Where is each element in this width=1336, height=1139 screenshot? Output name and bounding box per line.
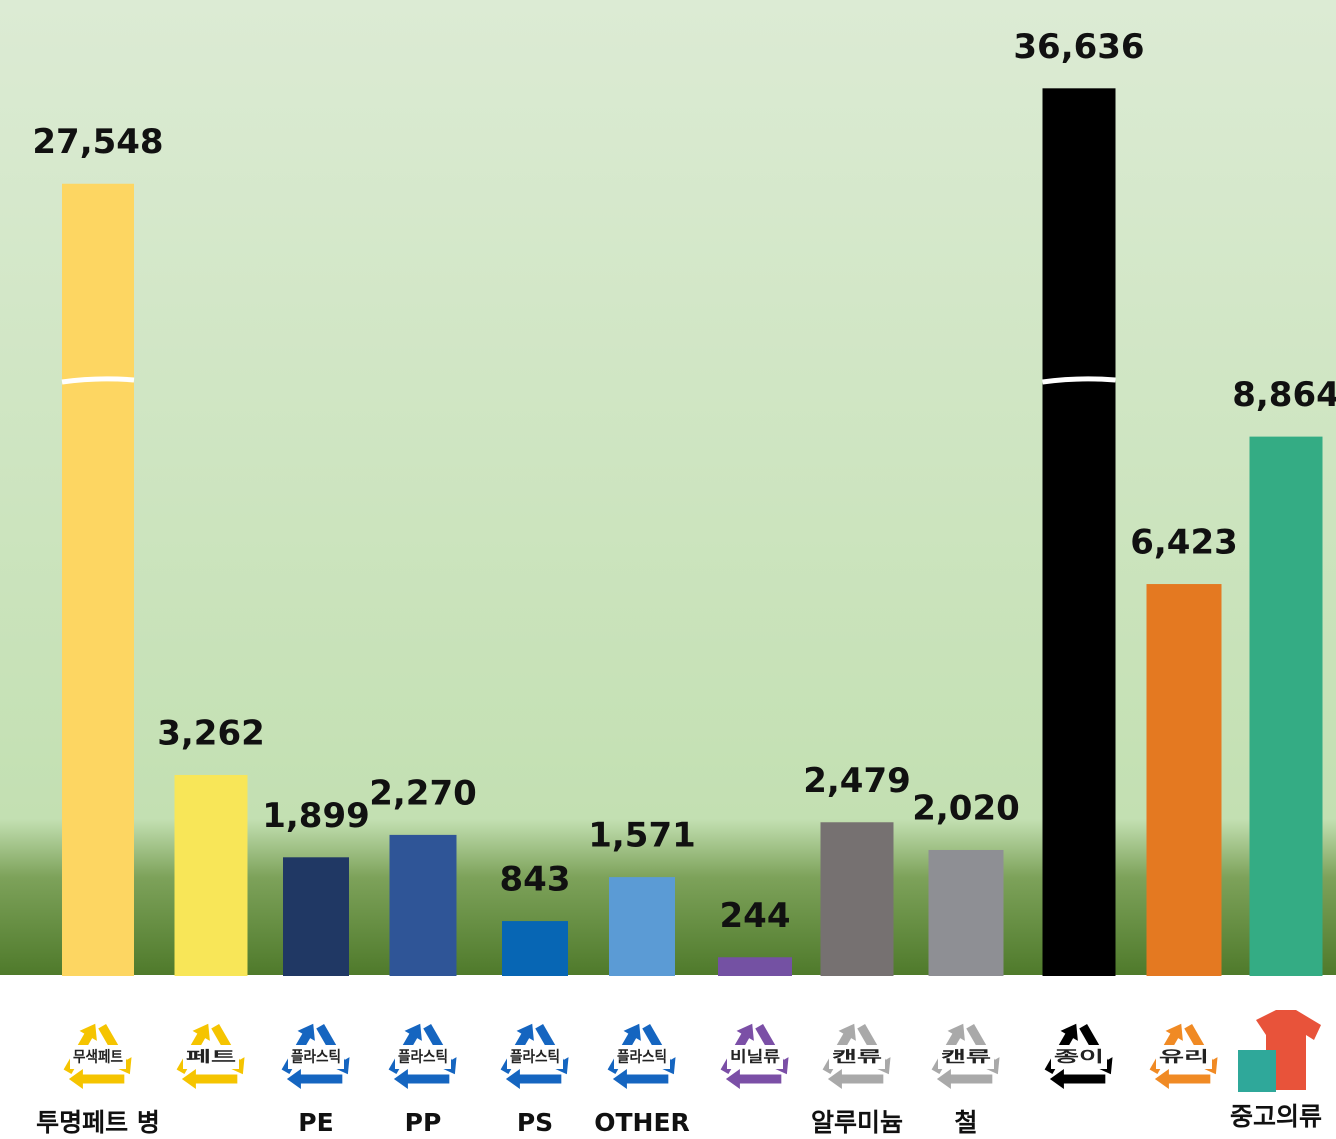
icon-label: 플라스틱 <box>617 1048 667 1066</box>
bar <box>283 857 349 976</box>
bar <box>929 850 1004 976</box>
x-tick-label: 철 <box>954 1108 977 1137</box>
icon-label: 캔류 <box>832 1048 882 1066</box>
value-label: 6,423 <box>1130 523 1238 563</box>
value-label: 8,864 <box>1232 375 1336 415</box>
x-tick-label: OTHER <box>594 1108 690 1137</box>
icon-label: 캔류 <box>941 1048 991 1066</box>
bar <box>1147 584 1222 976</box>
value-label: 1,571 <box>588 816 696 856</box>
x-tick-label: PP <box>405 1108 442 1137</box>
bar <box>62 184 134 976</box>
x-tick-label: 알루미늄 <box>811 1108 903 1137</box>
value-label: 244 <box>720 896 791 936</box>
icon-label: 종이 <box>1054 1048 1104 1066</box>
x-tick-label: 중고의류 <box>1230 1102 1322 1131</box>
bar <box>1043 88 1116 976</box>
chart: 27,548 무색페트투명페트 병 3,262 페트 1,899 플라스틱 PE 2,270 플… <box>0 0 1336 1139</box>
bar <box>390 835 457 976</box>
icon-label: 페트 <box>186 1048 236 1066</box>
icon-label: 유리 <box>1159 1048 1209 1066</box>
bar <box>609 877 675 976</box>
value-label: 2,270 <box>369 773 477 813</box>
icon-label: 플라스틱 <box>398 1048 448 1066</box>
bar <box>502 921 568 976</box>
x-tick-label: 투명페트 병 <box>36 1108 160 1137</box>
x-tick-label: PE <box>298 1108 333 1137</box>
value-label: 27,548 <box>32 122 163 162</box>
value-label: 843 <box>500 860 571 900</box>
bar <box>718 957 792 976</box>
x-tick-label: PS <box>517 1108 553 1137</box>
value-label: 2,479 <box>803 761 911 801</box>
icon-label: 플라스틱 <box>510 1048 560 1066</box>
icon-label: 무색페트 <box>73 1048 123 1066</box>
value-label: 36,636 <box>1013 27 1144 67</box>
bar <box>1250 437 1323 976</box>
icon-label: 비닐류 <box>730 1048 780 1066</box>
value-label: 2,020 <box>912 788 1020 828</box>
bar <box>821 822 894 976</box>
value-label: 3,262 <box>157 713 265 753</box>
bar <box>175 775 248 976</box>
icon-label: 플라스틱 <box>291 1048 341 1066</box>
clothing-icon <box>1238 1050 1276 1092</box>
value-label: 1,899 <box>262 796 370 836</box>
